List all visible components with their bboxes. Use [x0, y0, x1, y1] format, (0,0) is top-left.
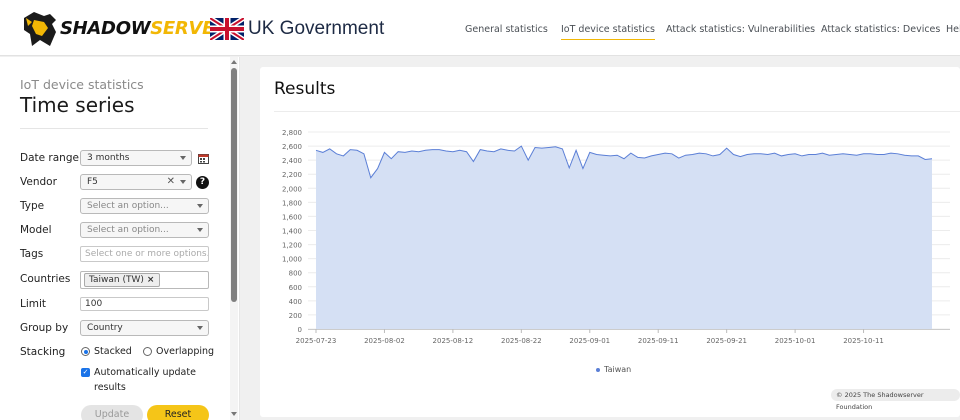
y-tick-label: 1,200 — [282, 242, 302, 250]
model-placeholder: Select an option... — [87, 225, 169, 235]
countries-input[interactable]: Taiwan (TW) × — [80, 271, 209, 289]
x-tick-label: 2025-09-11 — [638, 337, 679, 345]
overlapping-radio[interactable] — [143, 347, 152, 356]
x-tick-label: 2025-08-22 — [501, 337, 542, 345]
x-tick-label: 2025-10-01 — [775, 337, 816, 345]
nav-attack-vulnerabilities[interactable]: Attack statistics: Vulnerabilities — [666, 24, 816, 35]
series-line-taiwan — [315, 145, 933, 179]
calendar-icon[interactable] — [198, 153, 209, 164]
type-placeholder: Select an option... — [87, 201, 169, 211]
x-tick-label: 2025-09-21 — [706, 337, 747, 345]
copyright-badge: © 2025 The Shadowserver Foundation — [831, 389, 960, 411]
country-chip-label: Taiwan (TW) — [89, 275, 144, 285]
tags-placeholder: Select one or more options... — [85, 249, 209, 259]
group-by-label: Group by — [20, 322, 69, 334]
limit-label: Limit — [20, 298, 47, 310]
vendor-label: Vendor — [20, 176, 57, 188]
vendor-value: F5 — [87, 177, 98, 187]
date-range-value: 3 months — [87, 153, 130, 163]
x-tick-label: 2025-07-23 — [296, 337, 337, 345]
tags-label: Tags — [20, 248, 44, 260]
x-tick-label: 2025-08-02 — [364, 337, 405, 345]
country-chip: Taiwan (TW) × — [84, 273, 161, 287]
y-tick-label: 2,000 — [282, 185, 302, 193]
y-tick-label: 2,600 — [282, 143, 302, 151]
scroll-up-icon[interactable] — [231, 60, 237, 64]
results-divider — [274, 111, 960, 112]
model-select[interactable]: Select an option... — [80, 222, 209, 238]
y-tick-label: 1,400 — [282, 228, 302, 236]
auto-update-checkbox[interactable]: ✓ — [81, 368, 90, 377]
sidebar-title: Time series — [20, 93, 135, 117]
group-by-select[interactable]: Country — [80, 320, 209, 336]
model-label: Model — [20, 224, 52, 236]
y-tick-label: 1,800 — [282, 199, 302, 207]
nav-help[interactable]: Hel — [946, 24, 960, 35]
y-tick-label: 800 — [289, 270, 302, 278]
nav-general-statistics[interactable]: General statistics — [465, 24, 548, 35]
reset-button[interactable]: Reset — [147, 405, 209, 420]
nav-attack-devices[interactable]: Attack statistics: Devices — [821, 24, 941, 35]
tags-input[interactable]: Select one or more options... — [80, 246, 209, 262]
chevron-down-icon — [197, 228, 203, 232]
limit-input[interactable]: 100 — [80, 297, 209, 311]
type-label: Type — [20, 200, 45, 212]
y-tick-label: 2,200 — [282, 171, 302, 179]
date-range-label: Date range — [20, 152, 79, 164]
help-icon[interactable]: ? — [196, 176, 209, 189]
y-tick-label: 600 — [289, 284, 302, 292]
y-tick-label: 2,800 — [282, 129, 302, 137]
update-button[interactable]: Update — [81, 405, 143, 420]
sidebar-divider — [20, 128, 208, 129]
chip-remove-icon[interactable]: × — [146, 275, 155, 285]
time-series-chart[interactable]: 0 200 400 600 800 1,000 1,200 1,400 1,600 1,800 2,… — [260, 67, 960, 377]
stacked-radio-label: Stacked — [94, 346, 132, 357]
logo-wordmark: SHADOWSERVER — [60, 18, 228, 39]
stacked-radio[interactable] — [81, 347, 90, 356]
chevron-down-icon — [180, 156, 186, 160]
x-tick-label: 2025-09-01 — [569, 337, 610, 345]
date-range-select[interactable]: 3 months — [80, 150, 192, 166]
logo-word-server: SERVER — [150, 18, 228, 39]
type-select[interactable]: Select an option... — [80, 198, 209, 214]
partner-name: UK Government — [248, 18, 385, 39]
shadowserver-logo[interactable]: SHADOWSERVER — [20, 10, 228, 50]
y-tick-label: 200 — [289, 312, 302, 320]
legend-label[interactable]: Taiwan — [604, 365, 632, 374]
overlapping-radio-label: Overlapping — [156, 346, 215, 357]
chevron-down-icon — [197, 204, 203, 208]
y-tick-label: 1,600 — [282, 213, 302, 221]
scroll-down-icon[interactable] — [231, 412, 237, 416]
uk-flag-icon — [210, 18, 244, 40]
logo-word-shadow: SHADOW — [60, 18, 151, 39]
group-by-value: Country — [87, 323, 123, 333]
y-tick-label: 1,000 — [282, 256, 302, 264]
results-title: Results — [274, 79, 336, 99]
y-tick-label: 0 — [298, 326, 302, 334]
vendor-select[interactable]: F5 ✕ — [80, 174, 192, 190]
y-tick-label: 2,400 — [282, 157, 302, 165]
nav-iot-device-statistics[interactable]: IoT device statistics — [561, 24, 656, 40]
stacking-label: Stacking — [20, 346, 66, 358]
countries-label: Countries — [20, 273, 71, 285]
series-area-taiwan — [316, 146, 932, 329]
legend-marker — [596, 368, 600, 372]
chevron-down-icon — [180, 180, 186, 184]
sidebar-subtitle: IoT device statistics — [20, 77, 144, 92]
clear-icon[interactable]: ✕ — [166, 176, 175, 187]
results-panel: Results 0 200 400 600 800 1,000 1,200 1,400 1,60… — [260, 67, 960, 417]
sidebar-scrollbar-thumb[interactable] — [231, 68, 237, 302]
hooded-figure-icon — [24, 12, 56, 46]
filter-sidebar: IoT device statistics Time series Date r… — [0, 57, 240, 420]
x-tick-label: 2025-08-12 — [433, 337, 474, 345]
top-header: SHADOWSERVER UK Government General stati… — [0, 0, 960, 56]
y-tick-label: 400 — [289, 298, 302, 306]
chevron-down-icon — [197, 326, 203, 330]
x-tick-label: 2025-10-11 — [843, 337, 884, 345]
limit-value: 100 — [85, 299, 103, 309]
auto-update-label: Automatically update results — [94, 367, 196, 393]
